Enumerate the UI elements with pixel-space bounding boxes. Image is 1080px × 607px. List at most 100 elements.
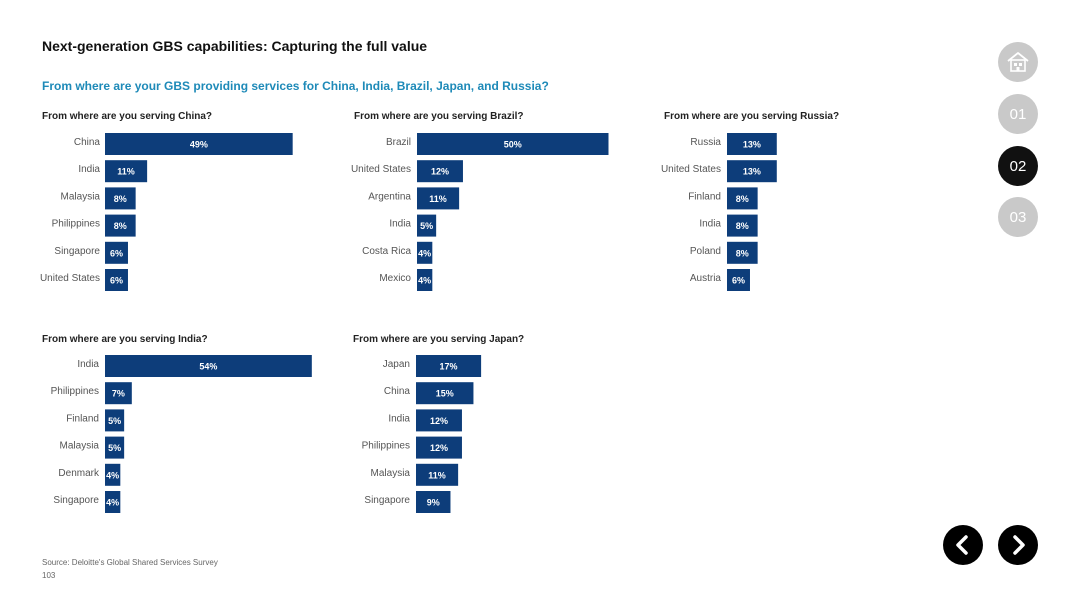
nav-item-03[interactable]: 03 bbox=[998, 197, 1038, 237]
bar bbox=[105, 160, 148, 183]
value-label: 8% bbox=[736, 248, 749, 258]
category-label: Malaysia bbox=[371, 468, 411, 479]
chart-china: China 49% India 11% Malaysia 8% Philippines 8% S… bbox=[40, 133, 293, 291]
value-label: 9% bbox=[427, 498, 440, 508]
value-label: 4% bbox=[106, 498, 119, 508]
chart-title-russia: From where are you serving Russia? bbox=[664, 111, 840, 122]
chart-title-india: From where are you serving India? bbox=[42, 334, 208, 345]
value-label: 4% bbox=[418, 248, 431, 258]
bar bbox=[416, 409, 462, 432]
home-icon bbox=[1007, 52, 1029, 72]
category-label: Japan bbox=[383, 359, 410, 370]
value-label: 4% bbox=[106, 470, 119, 480]
category-label: Malaysia bbox=[60, 441, 100, 452]
bar bbox=[416, 382, 474, 405]
value-label: 8% bbox=[736, 194, 749, 204]
value-label: 5% bbox=[420, 221, 433, 231]
value-label: 6% bbox=[732, 276, 745, 286]
value-label: 8% bbox=[114, 221, 127, 231]
nav-item-02[interactable]: 02 bbox=[998, 146, 1038, 186]
value-label: 5% bbox=[108, 443, 121, 453]
value-label: 54% bbox=[199, 362, 217, 372]
category-label: Poland bbox=[690, 246, 721, 257]
category-label: Austria bbox=[690, 273, 722, 284]
category-label: Costa Rica bbox=[362, 246, 411, 257]
category-label: Singapore bbox=[54, 246, 100, 257]
category-label: Argentina bbox=[368, 191, 411, 202]
chart-india: India 54% Philippines 7% Finland 5% Malaysia 5%… bbox=[51, 355, 312, 513]
bar bbox=[105, 382, 132, 405]
bar bbox=[416, 355, 482, 377]
value-label: 13% bbox=[743, 140, 761, 150]
value-label: 17% bbox=[440, 362, 458, 372]
value-label: 6% bbox=[110, 248, 123, 258]
category-label: Philippines bbox=[51, 386, 99, 397]
bar bbox=[417, 269, 433, 291]
bar bbox=[105, 187, 136, 210]
bar bbox=[105, 269, 128, 291]
value-label: 4% bbox=[418, 276, 431, 286]
category-label: Singapore bbox=[364, 495, 410, 506]
page-title: Next-generation GBS capabilities: Captur… bbox=[42, 38, 428, 54]
value-label: 8% bbox=[736, 221, 749, 231]
source-note: Source: Deloitte's Global Shared Service… bbox=[42, 558, 218, 567]
category-label: India bbox=[699, 219, 721, 230]
category-label: India bbox=[389, 219, 411, 230]
bar bbox=[417, 241, 433, 264]
value-label: 49% bbox=[190, 140, 208, 150]
next-button[interactable] bbox=[998, 525, 1038, 565]
chart-title-china: From where are you serving China? bbox=[42, 111, 213, 122]
bar bbox=[416, 491, 451, 513]
value-label: 11% bbox=[428, 470, 446, 480]
value-label: 6% bbox=[110, 276, 123, 286]
category-label: China bbox=[74, 137, 101, 148]
bar bbox=[105, 491, 121, 513]
bar bbox=[416, 463, 459, 486]
category-label: Finland bbox=[66, 413, 99, 424]
category-label: Russia bbox=[690, 137, 721, 148]
bar bbox=[727, 133, 777, 155]
category-label: Philippines bbox=[52, 219, 100, 230]
bar bbox=[105, 355, 312, 377]
value-label: 7% bbox=[112, 389, 125, 399]
bar bbox=[417, 160, 463, 183]
bar bbox=[105, 241, 128, 264]
page-number: 103 bbox=[42, 571, 56, 580]
bar bbox=[417, 133, 609, 155]
chart-japan: Japan 17% China 15% India 12% Philippines 12% Ma… bbox=[362, 355, 482, 513]
bar bbox=[105, 133, 293, 155]
bar bbox=[105, 409, 125, 432]
category-label: India bbox=[78, 164, 100, 175]
value-label: 12% bbox=[431, 167, 449, 177]
nav-item-01[interactable]: 01 bbox=[998, 94, 1038, 134]
bar bbox=[727, 269, 750, 291]
category-label: Denmark bbox=[58, 468, 100, 479]
category-label: United States bbox=[661, 164, 721, 175]
bar bbox=[727, 187, 758, 210]
value-label: 11% bbox=[429, 194, 447, 204]
bar bbox=[727, 241, 758, 264]
category-label: United States bbox=[40, 273, 100, 284]
chevron-left-icon bbox=[956, 535, 968, 555]
value-label: 11% bbox=[117, 167, 135, 177]
category-label: India bbox=[77, 359, 99, 370]
category-label: Philippines bbox=[362, 441, 410, 452]
page-subtitle: From where are your GBS providing servic… bbox=[42, 79, 549, 93]
chevron-right-icon bbox=[1013, 535, 1025, 555]
category-label: China bbox=[384, 386, 411, 397]
category-label: Singapore bbox=[53, 495, 99, 506]
value-label: 12% bbox=[430, 416, 448, 426]
value-label: 12% bbox=[430, 443, 448, 453]
previous-button[interactable] bbox=[943, 525, 983, 565]
chart-title-japan: From where are you serving Japan? bbox=[353, 334, 525, 345]
category-label: Brazil bbox=[386, 137, 411, 148]
value-label: 13% bbox=[743, 167, 761, 177]
bar bbox=[105, 214, 136, 237]
value-label: 50% bbox=[504, 140, 522, 150]
value-label: 15% bbox=[436, 389, 454, 399]
chart-brazil: Brazil 50% United States 12% Argentina 11% Ind… bbox=[351, 133, 609, 291]
chart-title-brazil: From where are you serving Brazil? bbox=[354, 111, 524, 122]
value-label: 5% bbox=[108, 416, 121, 426]
home-button[interactable] bbox=[998, 42, 1038, 82]
chart-russia: Russia 13% United States 13% Finland 8% India 8… bbox=[661, 133, 777, 291]
